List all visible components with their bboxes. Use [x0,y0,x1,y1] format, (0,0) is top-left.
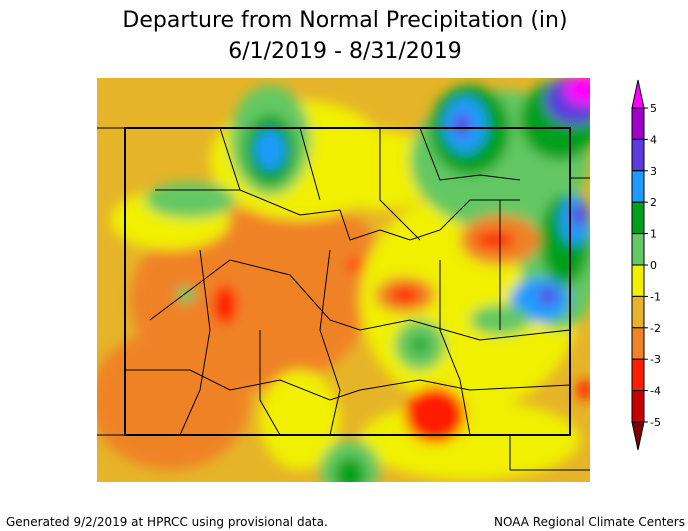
legend-swatch [631,264,645,297]
legend-swatch [631,170,645,203]
legend-swatch [631,201,645,235]
legend-tick-label: -5 [650,416,661,429]
precip-map [97,78,590,482]
legend-tick-label: -3 [650,353,661,366]
legend-swatch [631,138,645,172]
legend-tick-label: 2 [650,196,657,209]
legend-tick-label: -1 [650,290,661,303]
legend: 5 4 3 2 1 0 -1 -2 -3 -4 -5 [631,79,661,451]
legend-tick-label: 0 [650,259,657,272]
legend-swatch [631,390,645,423]
state-border [124,127,571,436]
legend-tick-label: 4 [650,133,657,146]
legend-swatch [631,327,645,360]
legend-swatch [631,233,645,266]
legend-tick-label: 3 [650,165,657,178]
footer-right: NOAA Regional Climate Centers [494,515,685,529]
legend-swatch [631,358,645,392]
map-title: Departure from Normal Precipitation (in) [122,8,567,33]
legend-arrow [631,79,645,109]
map-subtitle: 6/1/2019 - 8/31/2019 [228,39,462,64]
legend-arrow [631,421,645,451]
legend-tick-label: 5 [650,102,657,115]
legend-tick-label: 1 [650,228,657,241]
footer-left: Generated 9/2/2019 at HPRCC using provis… [6,515,328,529]
legend-tick-label: -2 [650,322,661,335]
legend-tick-label: -4 [650,385,661,398]
legend-swatch [631,107,645,140]
legend-swatch [631,295,645,329]
